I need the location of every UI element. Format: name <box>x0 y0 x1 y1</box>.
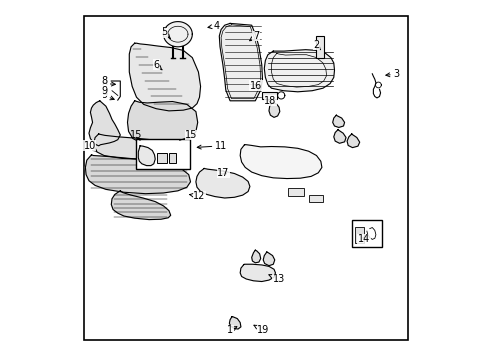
Text: 9: 9 <box>101 86 107 96</box>
Polygon shape <box>332 115 344 127</box>
Text: 1: 1 <box>226 325 236 336</box>
Polygon shape <box>129 43 200 111</box>
Text: 16: 16 <box>249 81 262 91</box>
Text: 2: 2 <box>313 40 320 50</box>
Text: 14: 14 <box>357 234 369 244</box>
Text: 4: 4 <box>207 21 219 31</box>
Text: 19: 19 <box>253 325 269 336</box>
Polygon shape <box>268 103 279 117</box>
Bar <box>287 188 303 196</box>
Text: 5: 5 <box>161 27 170 39</box>
Polygon shape <box>89 101 120 146</box>
Text: 18: 18 <box>264 96 276 106</box>
Polygon shape <box>346 134 359 148</box>
Bar <box>261 92 276 99</box>
Bar <box>157 153 167 163</box>
Polygon shape <box>219 23 262 101</box>
Text: 13: 13 <box>268 274 284 284</box>
Text: 8: 8 <box>101 76 107 86</box>
Bar <box>355 227 364 243</box>
Polygon shape <box>111 191 170 220</box>
Bar <box>351 220 382 247</box>
Bar <box>136 139 189 169</box>
Bar <box>316 36 324 58</box>
Polygon shape <box>264 50 334 92</box>
Polygon shape <box>163 22 192 47</box>
Polygon shape <box>263 252 274 266</box>
Polygon shape <box>333 130 346 143</box>
Text: 11: 11 <box>197 141 227 151</box>
Text: 12: 12 <box>189 191 205 201</box>
Polygon shape <box>196 168 249 198</box>
Text: 17: 17 <box>217 168 229 178</box>
Text: 7: 7 <box>249 31 259 41</box>
Polygon shape <box>85 155 190 194</box>
Bar <box>168 153 176 163</box>
Text: 10: 10 <box>83 141 97 151</box>
Polygon shape <box>127 101 197 144</box>
Text: 15: 15 <box>184 130 197 140</box>
Polygon shape <box>240 264 275 282</box>
Polygon shape <box>240 145 321 179</box>
Text: 8: 8 <box>101 78 115 89</box>
Text: 15: 15 <box>130 130 142 140</box>
Polygon shape <box>251 250 260 263</box>
Polygon shape <box>94 134 186 159</box>
Text: 6: 6 <box>153 60 162 70</box>
Text: 3: 3 <box>385 69 399 79</box>
Bar <box>309 195 322 202</box>
Text: 9: 9 <box>101 90 114 100</box>
Polygon shape <box>138 146 155 166</box>
Polygon shape <box>229 317 241 329</box>
